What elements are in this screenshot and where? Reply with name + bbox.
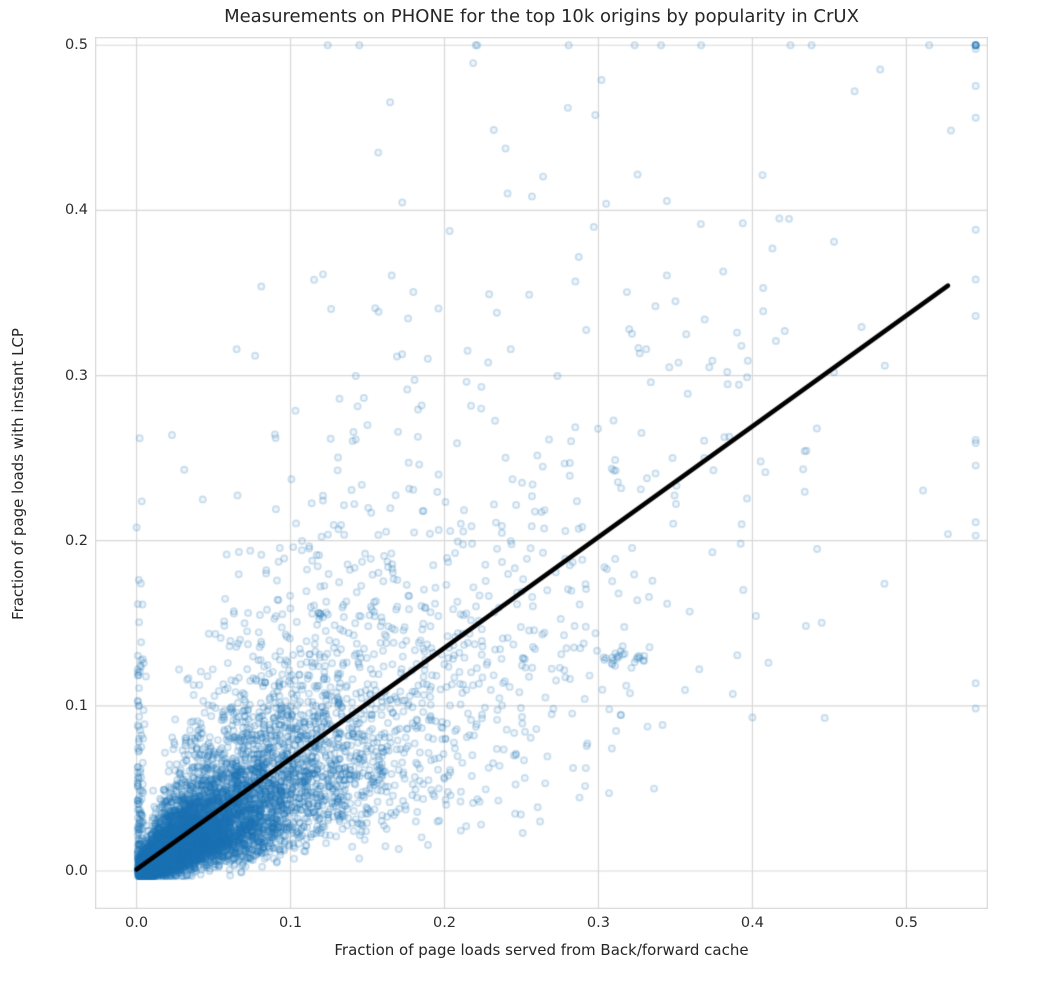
y-tick-label: 0.3 (64, 367, 88, 384)
y-tick-label: 0.0 (64, 863, 88, 879)
x-tick-label: 0.1 (279, 915, 303, 931)
y-tick-label: 0.4 (64, 202, 88, 219)
x-axis-label: Fraction of page loads served from Back/… (334, 941, 749, 959)
x-tick-label: 0.3 (586, 915, 610, 931)
plot-area (95, 37, 988, 909)
x-tick-label: 0.5 (894, 915, 918, 931)
y-tick-label: 0.2 (64, 532, 88, 549)
chart-title: Measurements on PHONE for the top 10k or… (224, 6, 859, 27)
x-tick-label: 0.4 (740, 915, 764, 931)
y-tick-label: 0.5 (64, 37, 88, 54)
y-tick-label: 0.1 (64, 697, 88, 714)
x-tick-label: 0.2 (432, 915, 457, 931)
scatter-canvas (95, 37, 988, 909)
x-tick-label: 0.0 (125, 915, 149, 931)
y-axis-label: Fraction of page loads with instant LCP (9, 328, 27, 620)
